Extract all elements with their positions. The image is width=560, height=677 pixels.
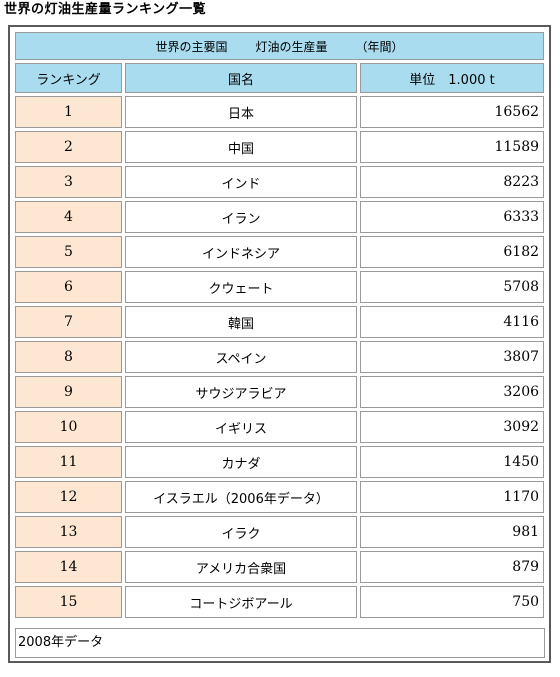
ranking-table-frame: 世界の主要国 灯油の生産量 （年間） ランキング 国名 単位 1.000 t 1 日本… bbox=[8, 25, 551, 663]
value-cell: 3206 bbox=[360, 376, 545, 408]
page-title: 世界の灯油生産量ランキング一覧 bbox=[4, 2, 207, 17]
table-row: 8 スペイン 3807 bbox=[15, 341, 545, 373]
rank-cell: 3 bbox=[15, 166, 122, 198]
table-row: 2 中国 11589 bbox=[15, 131, 545, 163]
table-row: 10 イギリス 3092 bbox=[15, 411, 545, 443]
value-cell: 1450 bbox=[360, 446, 545, 478]
country-cell: カナダ bbox=[125, 446, 357, 478]
country-cell: スペイン bbox=[125, 341, 357, 373]
rank-cell: 8 bbox=[15, 341, 122, 373]
value-cell: 1170 bbox=[360, 481, 545, 513]
value-cell: 750 bbox=[360, 586, 545, 618]
ranking-table: 世界の主要国 灯油の生産量 （年間） ランキング 国名 単位 1.000 t 1 日本… bbox=[12, 29, 547, 621]
country-cell: イスラエル（2006年データ） bbox=[125, 481, 357, 513]
caption-row: 世界の主要国 灯油の生産量 （年間） bbox=[15, 32, 545, 60]
table-row: 4 イラン 6333 bbox=[15, 201, 545, 233]
table-row: 7 韓国 4116 bbox=[15, 306, 545, 338]
country-cell: コートジボアール bbox=[125, 586, 357, 618]
rank-cell: 14 bbox=[15, 551, 122, 583]
rank-cell: 10 bbox=[15, 411, 122, 443]
table-row: 6 クウェート 5708 bbox=[15, 271, 545, 303]
value-cell: 8223 bbox=[360, 166, 545, 198]
country-cell: イラク bbox=[125, 516, 357, 548]
value-cell: 3092 bbox=[360, 411, 545, 443]
value-cell: 981 bbox=[360, 516, 545, 548]
rank-cell: 1 bbox=[15, 96, 122, 128]
rank-cell: 7 bbox=[15, 306, 122, 338]
rank-cell: 9 bbox=[15, 376, 122, 408]
country-cell: アメリカ合衆国 bbox=[125, 551, 357, 583]
table-row: 14 アメリカ合衆国 879 bbox=[15, 551, 545, 583]
country-cell: インドネシア bbox=[125, 236, 357, 268]
column-header-rank: ランキング bbox=[15, 63, 122, 93]
value-cell: 879 bbox=[360, 551, 545, 583]
caption-part-3: （年間） bbox=[355, 39, 404, 54]
rank-cell: 6 bbox=[15, 271, 122, 303]
rank-cell: 5 bbox=[15, 236, 122, 268]
table-row: 12 イスラエル（2006年データ） 1170 bbox=[15, 481, 545, 513]
country-cell: イラン bbox=[125, 201, 357, 233]
rank-cell: 2 bbox=[15, 131, 122, 163]
value-cell: 5708 bbox=[360, 271, 545, 303]
table-footnote: 2008年データ bbox=[15, 628, 545, 658]
value-cell: 3807 bbox=[360, 341, 545, 373]
value-cell: 6182 bbox=[360, 236, 545, 268]
table-row: 15 コートジボアール 750 bbox=[15, 586, 545, 618]
country-cell: インド bbox=[125, 166, 357, 198]
value-cell: 4116 bbox=[360, 306, 545, 338]
country-cell: 日本 bbox=[125, 96, 357, 128]
value-cell: 16562 bbox=[360, 96, 545, 128]
table-row: 9 サウジアラビア 3206 bbox=[15, 376, 545, 408]
country-cell: クウェート bbox=[125, 271, 357, 303]
caption-part-1: 世界の主要国 bbox=[155, 39, 228, 54]
header-row: ランキング 国名 単位 1.000 t bbox=[15, 63, 545, 93]
table-row: 13 イラク 981 bbox=[15, 516, 545, 548]
rank-cell: 11 bbox=[15, 446, 122, 478]
table-row: 1 日本 16562 bbox=[15, 96, 545, 128]
rank-cell: 13 bbox=[15, 516, 122, 548]
value-cell: 11589 bbox=[360, 131, 545, 163]
rank-cell: 15 bbox=[15, 586, 122, 618]
rank-cell: 4 bbox=[15, 201, 122, 233]
table-row: 5 インドネシア 6182 bbox=[15, 236, 545, 268]
country-cell: 中国 bbox=[125, 131, 357, 163]
table-row: 11 カナダ 1450 bbox=[15, 446, 545, 478]
country-cell: イギリス bbox=[125, 411, 357, 443]
rank-cell: 12 bbox=[15, 481, 122, 513]
country-cell: 韓国 bbox=[125, 306, 357, 338]
value-cell: 6333 bbox=[360, 201, 545, 233]
country-cell: サウジアラビア bbox=[125, 376, 357, 408]
column-header-country: 国名 bbox=[125, 63, 357, 93]
caption-part-2: 灯油の生産量 bbox=[255, 39, 328, 54]
table-caption: 世界の主要国 灯油の生産量 （年間） bbox=[15, 32, 545, 60]
column-header-unit: 単位 1.000 t bbox=[360, 63, 545, 93]
table-row: 3 インド 8223 bbox=[15, 166, 545, 198]
